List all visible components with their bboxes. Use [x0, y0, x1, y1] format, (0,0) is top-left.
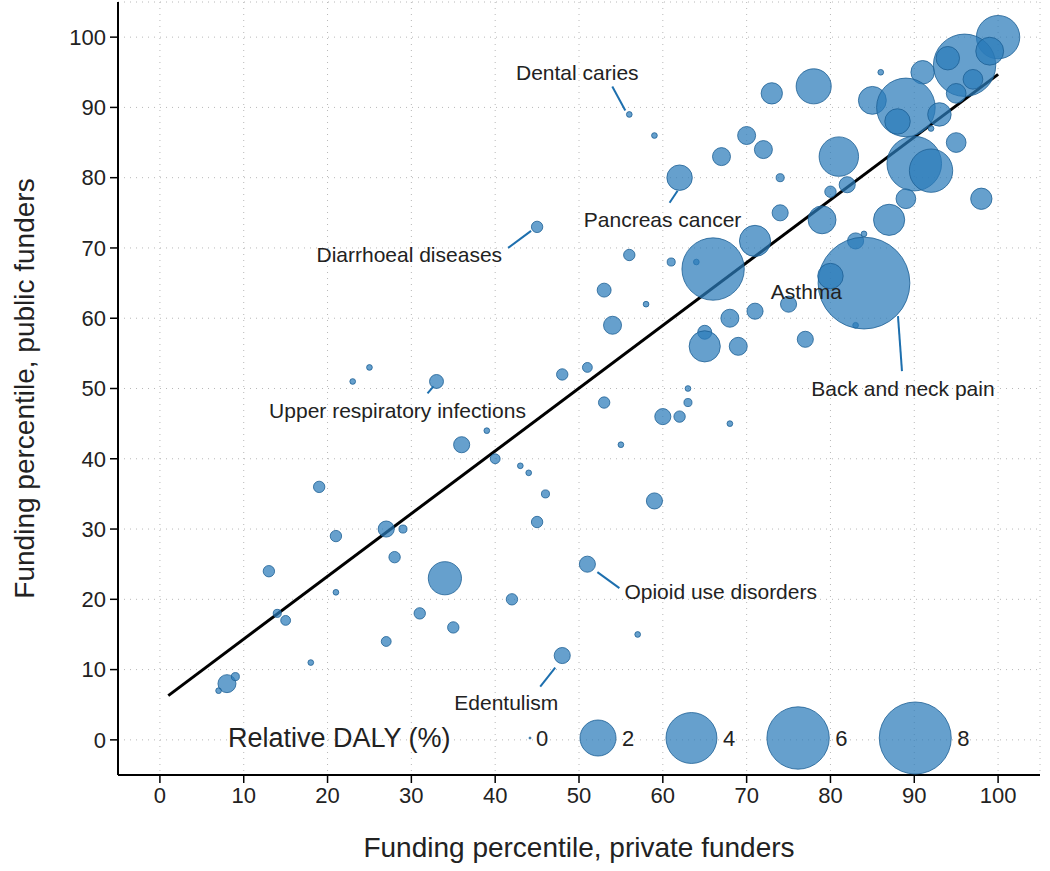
svg-text:Dental caries: Dental caries — [516, 61, 639, 84]
svg-text:70: 70 — [82, 236, 106, 261]
svg-text:Back and neck pain: Back and neck pain — [811, 377, 994, 400]
svg-text:100: 100 — [69, 25, 106, 50]
svg-text:40: 40 — [483, 783, 507, 808]
svg-text:60: 60 — [82, 306, 106, 331]
svg-text:10: 10 — [231, 783, 255, 808]
svg-text:50: 50 — [82, 376, 106, 401]
svg-text:Diarrhoeal diseases: Diarrhoeal diseases — [316, 243, 502, 266]
svg-text:Asthma: Asthma — [771, 280, 843, 303]
svg-text:0: 0 — [94, 728, 106, 753]
svg-text:30: 30 — [399, 783, 423, 808]
svg-text:80: 80 — [82, 165, 106, 190]
svg-text:8: 8 — [957, 726, 969, 751]
svg-text:50: 50 — [567, 783, 591, 808]
svg-text:Funding percentile, private fu: Funding percentile, private funders — [363, 832, 794, 863]
svg-text:30: 30 — [82, 517, 106, 542]
svg-text:2: 2 — [622, 726, 634, 751]
svg-text:10: 10 — [82, 657, 106, 682]
svg-text:Funding percentile, public fun: Funding percentile, public funders — [9, 178, 40, 598]
svg-text:Upper respiratory infections: Upper respiratory infections — [269, 399, 526, 422]
svg-text:40: 40 — [82, 447, 106, 472]
svg-text:60: 60 — [651, 783, 675, 808]
svg-text:80: 80 — [818, 783, 842, 808]
svg-text:90: 90 — [82, 95, 106, 120]
svg-text:90: 90 — [902, 783, 926, 808]
svg-text:70: 70 — [734, 783, 758, 808]
svg-text:Relative DALY (%): Relative DALY (%) — [228, 723, 451, 753]
svg-text:4: 4 — [723, 726, 735, 751]
svg-text:0: 0 — [154, 783, 166, 808]
svg-text:20: 20 — [82, 587, 106, 612]
svg-text:Pancreas cancer: Pancreas cancer — [584, 208, 742, 231]
svg-text:0: 0 — [536, 726, 548, 751]
svg-text:Opioid use disorders: Opioid use disorders — [624, 580, 817, 603]
svg-text:100: 100 — [980, 783, 1017, 808]
svg-text:20: 20 — [315, 783, 339, 808]
svg-text:Edentulism: Edentulism — [454, 691, 558, 714]
svg-text:6: 6 — [835, 726, 847, 751]
